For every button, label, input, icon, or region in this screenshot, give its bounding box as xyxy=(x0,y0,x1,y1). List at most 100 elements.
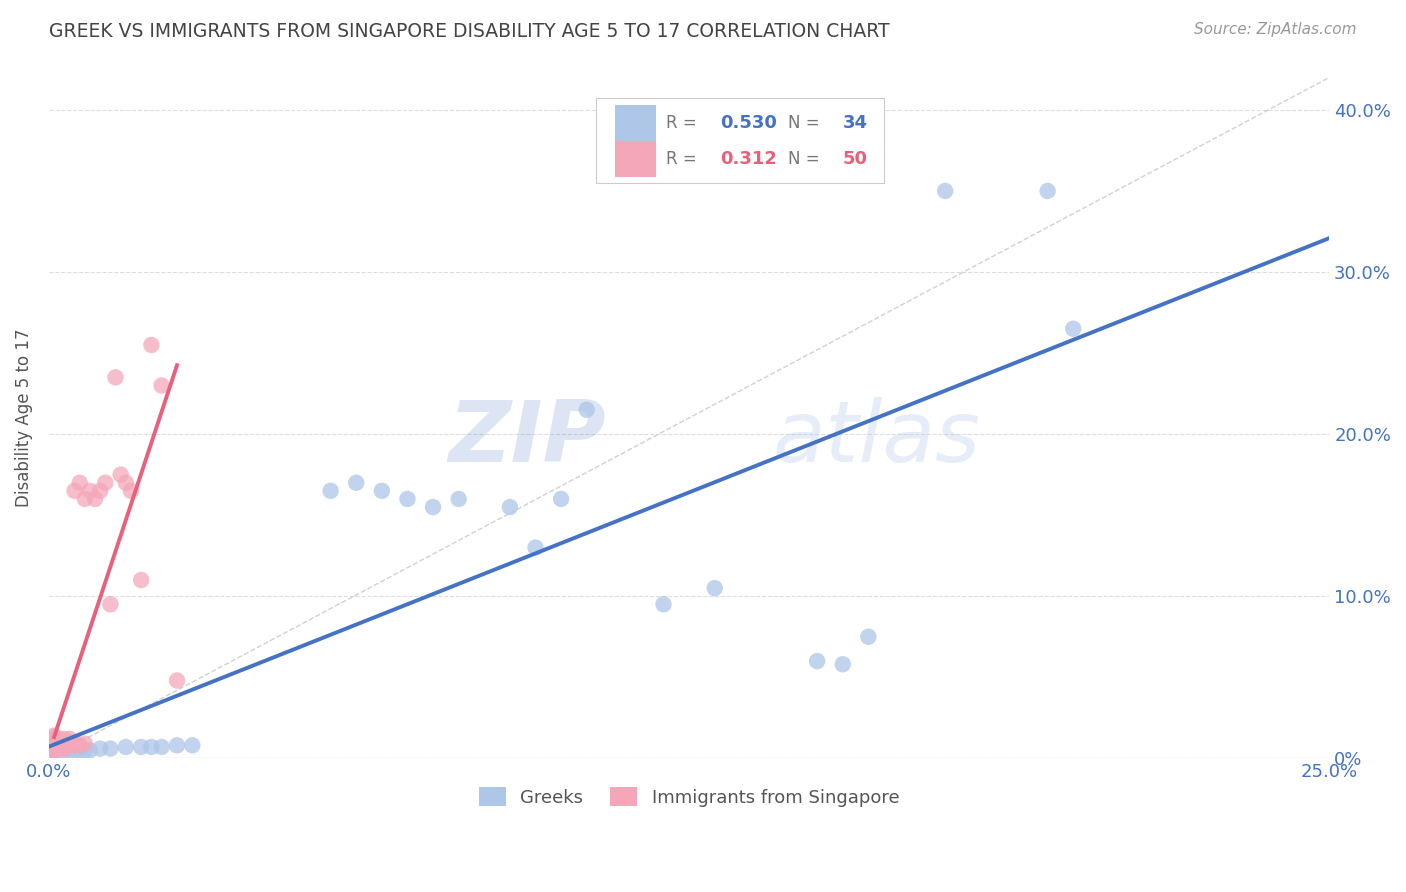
Point xyxy=(858,630,880,644)
Point xyxy=(42,735,65,749)
Text: N =: N = xyxy=(787,114,824,132)
Legend: Greeks, Immigrants from Singapore: Greeks, Immigrants from Singapore xyxy=(471,780,907,814)
Point xyxy=(63,739,86,753)
Point xyxy=(79,743,101,757)
Point xyxy=(934,184,956,198)
Point xyxy=(703,581,725,595)
Point xyxy=(53,731,76,746)
Point xyxy=(58,739,80,753)
Point xyxy=(69,739,91,753)
Point xyxy=(58,731,80,746)
Point xyxy=(104,370,127,384)
Point xyxy=(371,483,394,498)
Point xyxy=(150,739,173,754)
Point xyxy=(63,735,86,749)
Text: 50: 50 xyxy=(842,150,868,169)
Point xyxy=(42,733,65,747)
Point xyxy=(120,483,142,498)
Point xyxy=(806,654,828,668)
Point xyxy=(53,735,76,749)
Point xyxy=(100,741,122,756)
Point xyxy=(53,743,76,757)
Point xyxy=(42,743,65,757)
Point xyxy=(48,743,70,757)
Text: GREEK VS IMMIGRANTS FROM SINGAPORE DISABILITY AGE 5 TO 17 CORRELATION CHART: GREEK VS IMMIGRANTS FROM SINGAPORE DISAB… xyxy=(49,22,890,41)
Point xyxy=(42,733,65,747)
Point xyxy=(53,739,76,754)
Point xyxy=(48,731,70,746)
Point xyxy=(575,402,598,417)
Text: 0.312: 0.312 xyxy=(720,150,776,169)
Point xyxy=(73,491,96,506)
Text: 34: 34 xyxy=(842,114,868,132)
Point xyxy=(89,741,111,756)
Point xyxy=(42,739,65,754)
Point xyxy=(53,741,76,756)
Point xyxy=(129,739,152,754)
Text: 0.530: 0.530 xyxy=(720,114,776,132)
Point xyxy=(89,483,111,498)
Point xyxy=(319,483,342,498)
Point xyxy=(42,743,65,757)
Point xyxy=(53,739,76,753)
Point xyxy=(499,500,522,514)
Point xyxy=(58,735,80,749)
Point xyxy=(1036,184,1059,198)
Point xyxy=(73,737,96,751)
Point xyxy=(79,483,101,498)
Point xyxy=(344,475,367,490)
Point xyxy=(42,741,65,756)
Point xyxy=(48,739,70,754)
Y-axis label: Disability Age 5 to 17: Disability Age 5 to 17 xyxy=(15,328,32,508)
Point xyxy=(69,743,91,757)
Point xyxy=(114,739,136,754)
Point xyxy=(166,673,188,688)
Point xyxy=(58,743,80,757)
Point xyxy=(396,491,419,506)
Point xyxy=(73,743,96,757)
Text: ZIP: ZIP xyxy=(449,397,606,480)
Point xyxy=(42,743,65,757)
Point xyxy=(42,735,65,749)
FancyBboxPatch shape xyxy=(596,98,884,183)
Point xyxy=(129,573,152,587)
Point xyxy=(524,541,547,555)
Text: Source: ZipAtlas.com: Source: ZipAtlas.com xyxy=(1194,22,1357,37)
Point xyxy=(48,737,70,751)
Point xyxy=(550,491,572,506)
Point xyxy=(63,483,86,498)
Point xyxy=(48,735,70,749)
Point xyxy=(94,475,117,490)
Point xyxy=(63,743,86,757)
Point xyxy=(652,597,675,611)
Point xyxy=(42,737,65,751)
Point xyxy=(42,731,65,745)
Point xyxy=(48,741,70,756)
Point xyxy=(114,475,136,490)
Point xyxy=(42,739,65,754)
Point xyxy=(166,739,188,753)
Point xyxy=(150,378,173,392)
Point xyxy=(422,500,444,514)
Point xyxy=(181,739,204,753)
FancyBboxPatch shape xyxy=(614,142,655,177)
Point xyxy=(69,475,91,490)
Point xyxy=(84,491,107,506)
Point xyxy=(141,338,163,352)
Point xyxy=(42,729,65,743)
Text: atlas: atlas xyxy=(772,397,980,480)
Text: R =: R = xyxy=(666,114,702,132)
Text: N =: N = xyxy=(787,150,824,169)
FancyBboxPatch shape xyxy=(614,105,655,141)
Point xyxy=(42,739,65,753)
Point xyxy=(141,739,163,754)
Point xyxy=(831,657,853,672)
Point xyxy=(48,739,70,753)
Point xyxy=(42,731,65,746)
Point xyxy=(100,597,122,611)
Point xyxy=(42,741,65,756)
Point xyxy=(110,467,132,482)
Text: R =: R = xyxy=(666,150,702,169)
Point xyxy=(42,739,65,753)
Point xyxy=(447,491,470,506)
